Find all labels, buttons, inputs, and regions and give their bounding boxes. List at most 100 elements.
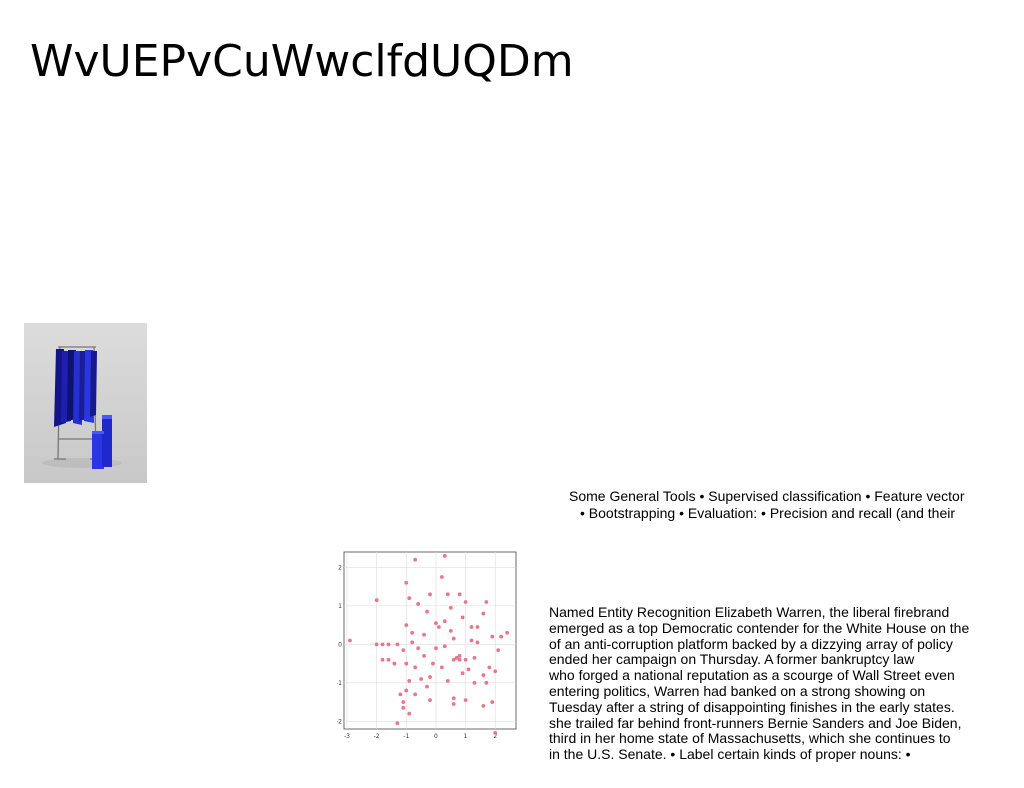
data-point — [469, 625, 474, 629]
plot-background — [343, 551, 517, 730]
data-point — [487, 665, 492, 670]
data-point — [404, 661, 409, 666]
data-point — [348, 638, 352, 643]
data-point — [374, 642, 379, 647]
x-tick-label: -1 — [403, 733, 409, 740]
data-point — [419, 677, 424, 681]
data-point — [425, 684, 429, 689]
x-tick-label: -3 — [344, 733, 350, 740]
data-point — [404, 623, 409, 628]
data-point — [416, 602, 421, 606]
data-point — [457, 592, 462, 597]
data-point — [448, 628, 453, 633]
data-point — [484, 600, 489, 604]
data-point — [401, 705, 406, 710]
data-point — [439, 665, 444, 670]
data-point — [374, 598, 379, 602]
x-tick-label: 0 — [434, 733, 438, 740]
scatter-plot: -3 -2 -1 0 1 2 2 1 0 -1 -2 — [337, 548, 522, 743]
data-point — [428, 698, 432, 703]
data-point — [431, 661, 435, 666]
data-point — [410, 640, 415, 645]
data-point — [484, 680, 489, 685]
ner-text-line: Tuesday after a string of disappointing … — [549, 698, 955, 715]
data-point — [442, 644, 447, 649]
x-tick-label: 1 — [464, 733, 468, 740]
data-point — [451, 696, 456, 701]
blue-boxes — [92, 415, 112, 469]
ner-text-block: Named Entity Recognition Elizabeth Warre… — [549, 604, 1024, 763]
data-point — [386, 642, 391, 647]
y-tick-label: -2 — [337, 718, 342, 725]
data-points — [348, 553, 510, 735]
data-point — [451, 636, 456, 641]
data-point — [472, 680, 477, 685]
data-point — [380, 657, 385, 662]
data-point — [481, 611, 486, 616]
ner-text-line: ended her campaign on Thursday. A former… — [549, 651, 915, 668]
data-point — [496, 648, 501, 653]
data-point — [439, 575, 444, 579]
clothing-rack-photo — [24, 323, 147, 483]
data-point — [499, 634, 504, 639]
data-point — [445, 679, 450, 683]
data-point — [416, 646, 421, 651]
data-point — [442, 619, 447, 624]
data-point — [475, 625, 480, 629]
ner-text-line: Named Entity Recognition Elizabeth Warre… — [549, 604, 950, 620]
data-point — [436, 625, 441, 629]
data-point — [428, 592, 432, 597]
data-point — [407, 679, 412, 683]
data-point — [460, 615, 465, 620]
data-point — [425, 609, 429, 614]
data-point — [380, 642, 385, 647]
x-tick-label: -2 — [374, 733, 380, 740]
data-point — [505, 630, 510, 635]
tick-labels: -3 -2 -1 0 1 2 2 1 0 -1 -2 — [337, 564, 497, 740]
data-point — [422, 632, 426, 637]
data-point — [457, 653, 462, 658]
data-point — [481, 673, 486, 678]
data-point — [454, 655, 459, 660]
ner-text-line: in the U.S. Senate. • Label certain kind… — [549, 746, 911, 763]
data-point — [404, 580, 409, 585]
tools-text-line: • Bootstrapping • Evaluation: • Precisio… — [580, 505, 956, 521]
data-point — [398, 692, 403, 697]
data-point — [466, 667, 471, 672]
data-point — [445, 592, 450, 597]
slide-title: WvUEPvCuWwclfdUQDm — [30, 36, 574, 87]
y-tick-label: 2 — [338, 564, 342, 571]
data-point — [422, 653, 426, 658]
tools-text-line: Some General Tools • Supervised classifi… — [569, 488, 965, 504]
data-point — [475, 640, 480, 645]
ner-text-line: entering politics, Warren had banked on … — [549, 682, 926, 699]
tools-text-block: Some General Tools • Supervised classifi… — [569, 488, 1024, 522]
ner-text-line: emerged as a top Democratic contender fo… — [549, 619, 970, 636]
data-point — [413, 557, 418, 562]
data-point — [392, 661, 397, 666]
data-point — [481, 704, 486, 708]
hanging-garments — [54, 349, 97, 427]
data-point — [448, 605, 453, 610]
data-point — [404, 688, 409, 693]
data-point — [451, 657, 456, 662]
y-tick-label: -1 — [337, 680, 342, 687]
data-point — [434, 621, 438, 626]
data-point — [463, 698, 468, 703]
data-point — [395, 721, 400, 726]
ner-text-line: third in her home state of Massachusetts… — [549, 730, 951, 747]
data-point — [407, 596, 412, 601]
data-point — [386, 657, 391, 662]
data-point — [401, 700, 406, 704]
y-tick-label: 1 — [338, 603, 342, 610]
data-point — [490, 700, 495, 704]
data-point — [413, 665, 418, 670]
data-point — [493, 669, 498, 674]
data-point — [463, 657, 468, 662]
data-point — [401, 648, 406, 653]
data-point — [490, 634, 495, 639]
ner-text-line: of an anti-corruption platform backed by… — [549, 635, 953, 652]
data-point — [410, 630, 415, 635]
data-point — [460, 671, 465, 676]
data-point — [469, 638, 474, 643]
